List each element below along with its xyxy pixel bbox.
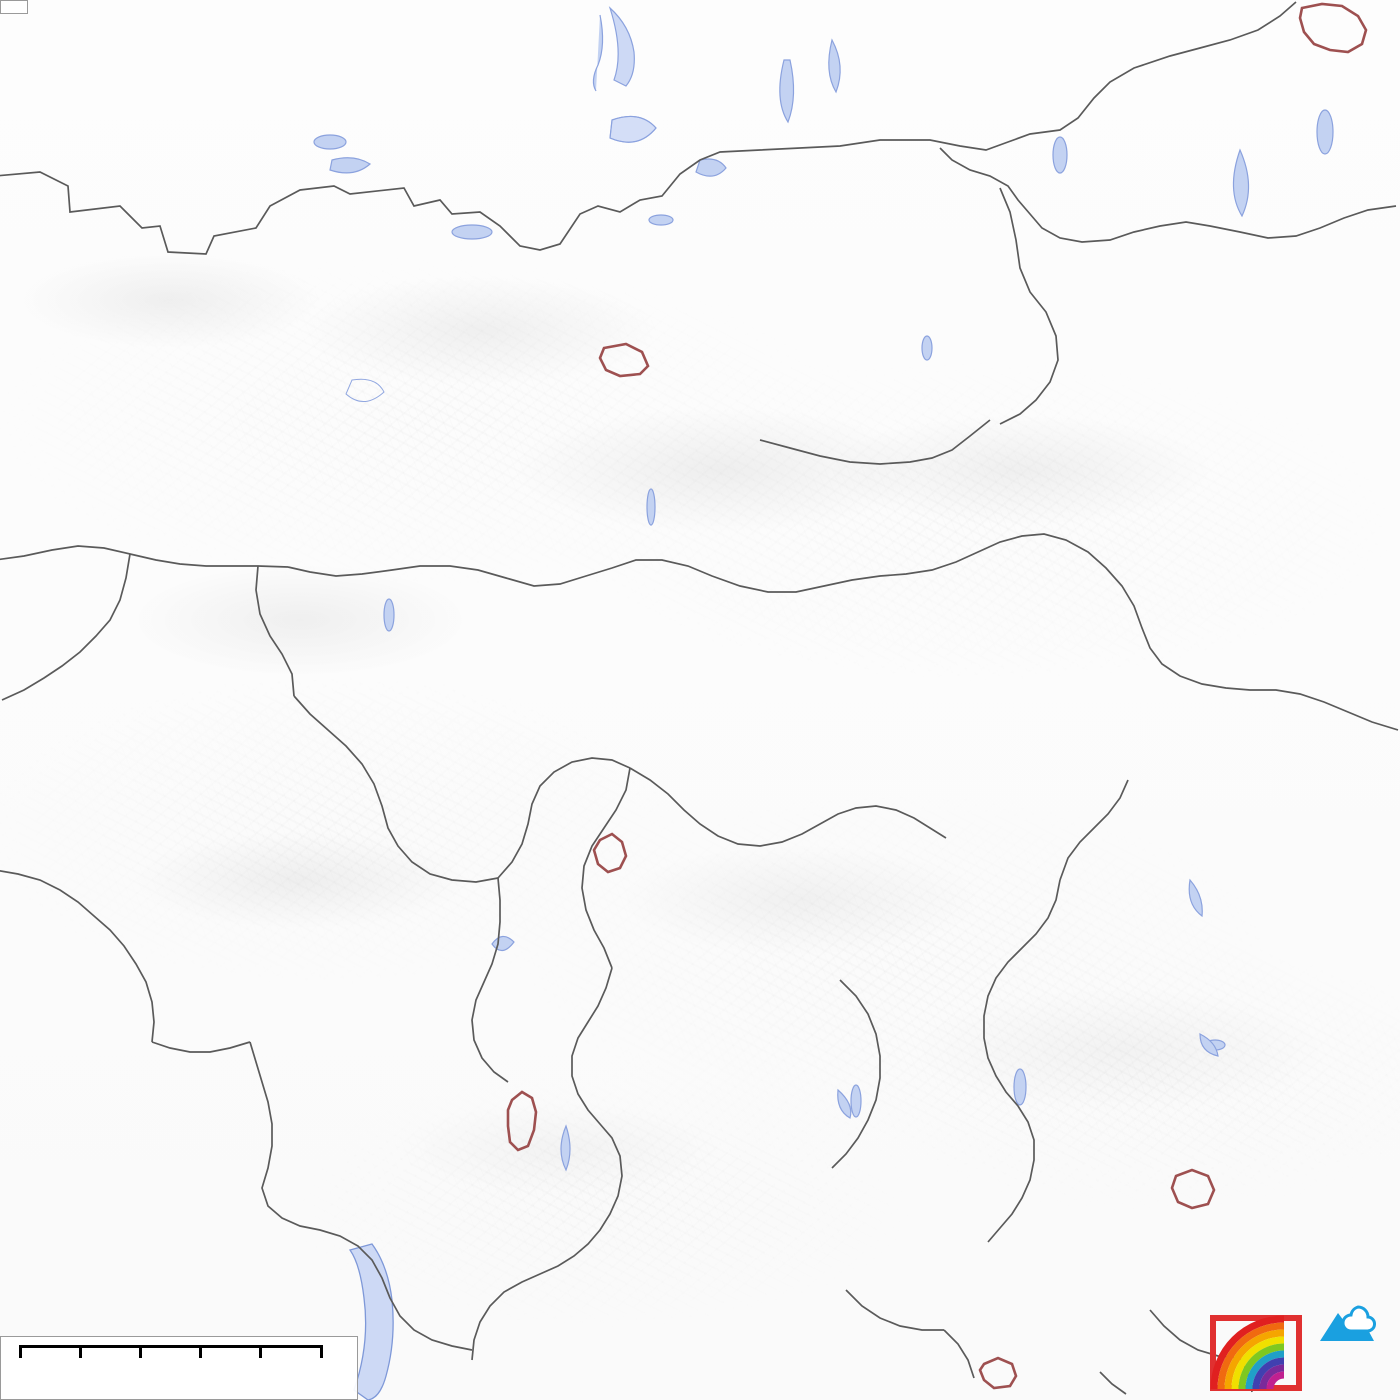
scale-bar-line — [11, 1345, 331, 1359]
scale-tick — [259, 1345, 262, 1358]
scale-tick — [139, 1345, 142, 1358]
scale-tick — [320, 1345, 323, 1358]
zamg-logo — [1210, 1315, 1302, 1394]
geosphere-logo — [1314, 1293, 1380, 1358]
scale-bar-labels — [11, 1359, 347, 1397]
mountain-cloud-icon — [1320, 1305, 1376, 1341]
scale-tick — [199, 1345, 202, 1358]
scale-bar — [0, 1336, 358, 1400]
scale-tick — [19, 1345, 22, 1358]
map-title-box — [0, 0, 28, 14]
zamg-rainbow-icon — [1210, 1315, 1302, 1391]
scale-bar-rule — [19, 1345, 323, 1348]
scale-tick — [79, 1345, 82, 1358]
